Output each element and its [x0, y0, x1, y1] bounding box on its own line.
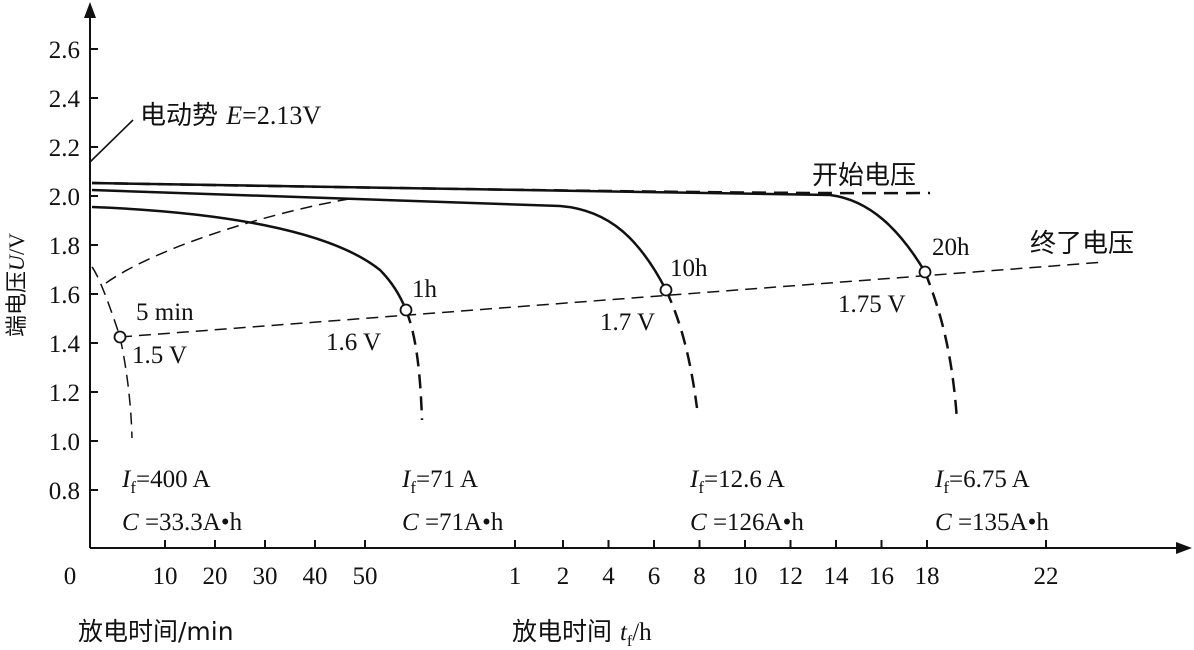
x-tick-label-h: 22	[1034, 563, 1059, 590]
curve-5min-recovery	[105, 197, 356, 284]
series-name-20h: 20h	[932, 234, 970, 261]
y-tick-label: 2.6	[49, 37, 80, 64]
capacity-5min: C =33.3A•h	[122, 509, 243, 536]
capacity-10h: C =126A•h	[690, 509, 804, 536]
y-tick-label: 2.2	[49, 135, 80, 162]
x-axis-arrow	[1176, 542, 1192, 554]
x-tick-label-h: 8	[693, 563, 706, 590]
current-10h: If=12.6 A	[689, 466, 785, 497]
curve-20h-tail	[923, 271, 959, 421]
x-tick-label-h: 4	[602, 563, 615, 590]
x-tick-label-min: 40	[303, 563, 328, 590]
x-tick-label-h: 6	[648, 563, 661, 590]
x-tick-label-h: 12	[778, 563, 803, 590]
x-tick-label-h: 16	[869, 563, 894, 590]
x-tick-label-h: 14	[824, 563, 850, 590]
curve-10h	[91, 188, 668, 291]
y-tick-label: 1.0	[49, 429, 80, 456]
markers	[113, 265, 932, 344]
x-tick-label-min: 50	[353, 563, 378, 590]
x-tick-group: 0 10 20 30 40 50 1 2 4 6 8 10 12 14 16 18 22	[64, 540, 1059, 590]
x-axis-label-min: 放电时间/min	[78, 617, 234, 646]
series-endv-10h: 1.7 V	[600, 309, 655, 336]
emf-leader-line	[89, 119, 134, 163]
curves	[91, 181, 1106, 439]
y-tick-label: 1.2	[49, 380, 80, 407]
y-tick-group: 2.6 2.4 2.2 2.0 1.8 1.6 1.4 1.2 1.0 0.8	[49, 37, 98, 505]
marker-20h	[918, 265, 932, 279]
start-voltage-label: 开始电压	[812, 161, 916, 191]
series-endv-1h: 1.6 V	[326, 329, 381, 356]
marker-10h	[659, 283, 673, 297]
series-endv-20h: 1.75 V	[838, 291, 906, 318]
x-tick-label-h: 18	[915, 563, 940, 590]
y-axis-label: 端电压U/V	[4, 233, 30, 337]
x-tick-label-min: 30	[253, 563, 278, 590]
capacity-1h: C =71A•h	[402, 509, 504, 536]
x-tick-label-min: 20	[203, 563, 228, 590]
x-tick-label-h: 1	[509, 563, 522, 590]
end-voltage-label: 终了电压	[1030, 229, 1134, 259]
emf-annotation: 电动势 E=2.13V	[140, 101, 321, 131]
y-tick-label: 1.8	[49, 233, 80, 260]
x-tick-label-h: 2	[557, 563, 570, 590]
y-tick-label: 2.0	[49, 184, 80, 211]
curve-10h-tail	[664, 289, 699, 409]
y-tick-label: 2.4	[49, 86, 81, 113]
y-tick-label: 0.8	[49, 478, 80, 505]
x-tick-label-origin: 0	[64, 563, 77, 590]
capacity-20h: C =135A•h	[935, 509, 1049, 536]
series-params: If=400 A C =33.3A•h If=71 A C =71A•h If=…	[121, 466, 1049, 536]
marker-5min	[113, 330, 127, 344]
end-voltage-line	[119, 261, 1106, 338]
marker-1h	[399, 303, 413, 317]
y-tick-label: 1.4	[49, 331, 81, 358]
curve-1h-tail	[404, 309, 424, 421]
series-endv-5min: 1.5 V	[132, 342, 187, 369]
x-axis-label-h: 放电时间 tf/h	[512, 617, 652, 650]
curve-5min	[91, 266, 133, 439]
x-tick-label-h: 10	[733, 563, 758, 590]
series-name-1h: 1h	[412, 276, 438, 303]
y-tick-label: 1.6	[49, 282, 80, 309]
series-name-10h: 10h	[670, 255, 708, 282]
curve-1h	[91, 205, 408, 311]
series-name-5min: 5 min	[136, 299, 194, 326]
y-axis-arrow	[84, 2, 96, 18]
current-20h: If=6.75 A	[934, 466, 1030, 497]
curve-20h	[91, 181, 927, 273]
axes	[89, 16, 1178, 549]
current-1h: If=71 A	[401, 466, 478, 497]
x-tick-label-min: 10	[153, 563, 178, 590]
current-5min: If=400 A	[121, 466, 211, 497]
